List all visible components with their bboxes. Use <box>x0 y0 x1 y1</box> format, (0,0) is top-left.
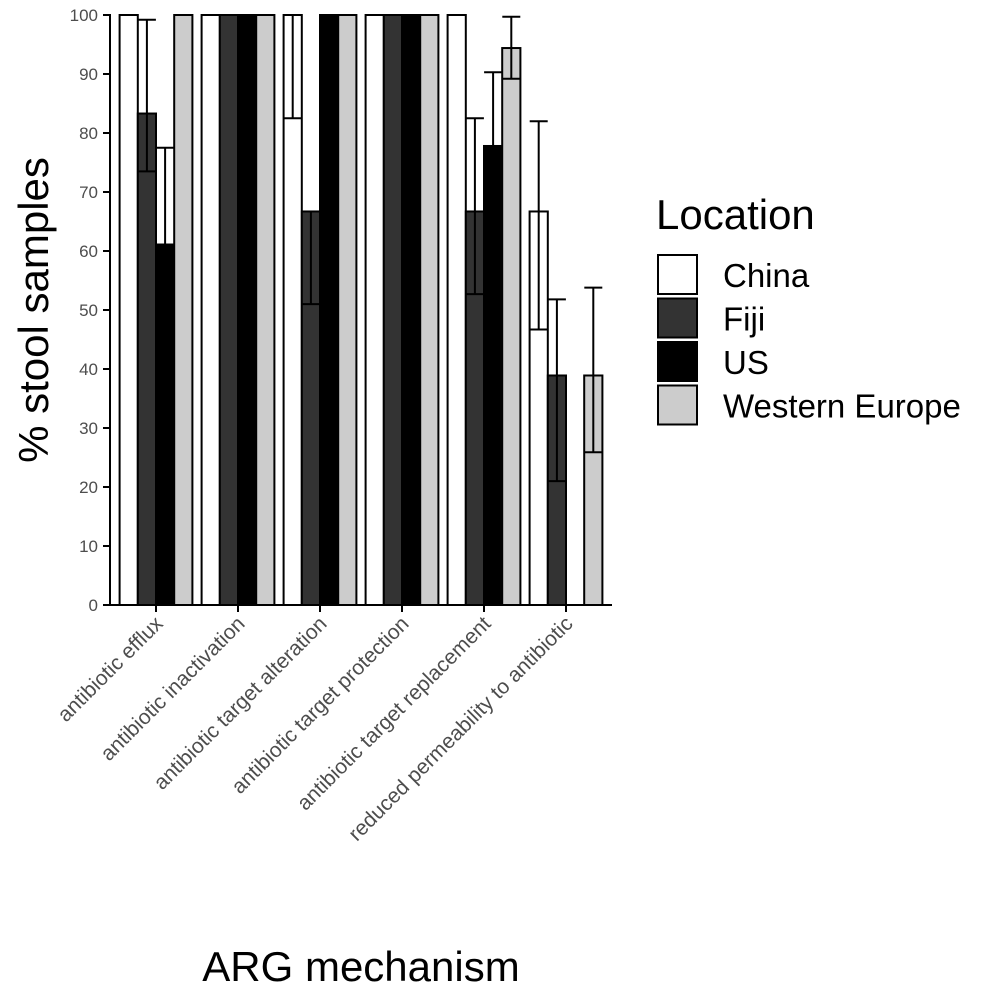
y-tick-label: 20 <box>79 478 98 497</box>
y-tick-label: 80 <box>79 124 98 143</box>
bar-western-europe <box>337 14 358 606</box>
legend-swatch-fiji <box>657 297 698 339</box>
legend: Location China Fiji US Western Europe <box>656 191 961 426</box>
x-tick-label: antibiotic target alteration <box>149 612 331 794</box>
x-tick-label: antibiotic inactivation <box>96 612 249 765</box>
y-axis-title: % stool samples <box>10 157 57 463</box>
bar-fiji <box>136 112 158 606</box>
bar-us <box>483 144 504 606</box>
bar-us <box>319 14 340 606</box>
y-tick-label: 70 <box>79 183 98 202</box>
bar-china <box>118 14 139 606</box>
error-bars-layer <box>137 15 603 483</box>
bars-layer <box>118 14 604 607</box>
bar-china <box>200 14 221 606</box>
bar-western-europe <box>255 14 276 606</box>
y-tick-label: 50 <box>79 301 98 320</box>
legend-swatch-western-europe <box>657 384 698 426</box>
y-tick-label: 40 <box>79 360 98 379</box>
legend-title: Location <box>656 191 815 238</box>
y-ticks-layer: 0 10 20 30 40 50 60 70 80 90 100 <box>70 6 110 615</box>
legend-label-china: China <box>723 257 810 294</box>
y-tick-label: 0 <box>89 596 98 615</box>
bar-us <box>401 14 422 606</box>
bar-western-europe <box>173 14 194 606</box>
bar-fiji <box>218 14 240 606</box>
bar-china <box>446 14 467 606</box>
y-tick-label: 60 <box>79 242 98 261</box>
x-axis-title: ARG mechanism <box>202 943 519 990</box>
y-tick-label: 10 <box>79 537 98 556</box>
legend-label-us: US <box>723 344 769 381</box>
y-tick-label: 100 <box>70 6 98 25</box>
legend-swatch-us <box>657 341 698 382</box>
legend-label-western-europe: Western Europe <box>723 388 961 425</box>
bar-fiji <box>382 14 403 606</box>
y-tick-label: 30 <box>79 419 98 438</box>
bar-us <box>237 14 258 606</box>
bar-china <box>364 14 385 606</box>
legend-label-fiji: Fiji <box>723 301 765 338</box>
y-tick-label: 90 <box>79 65 98 84</box>
bar-western-europe <box>501 47 522 607</box>
legend-swatch-china <box>657 254 698 295</box>
bar-western-europe <box>419 14 440 606</box>
bar-us <box>155 243 176 606</box>
legend-items: China Fiji US Western Europe <box>657 254 961 426</box>
